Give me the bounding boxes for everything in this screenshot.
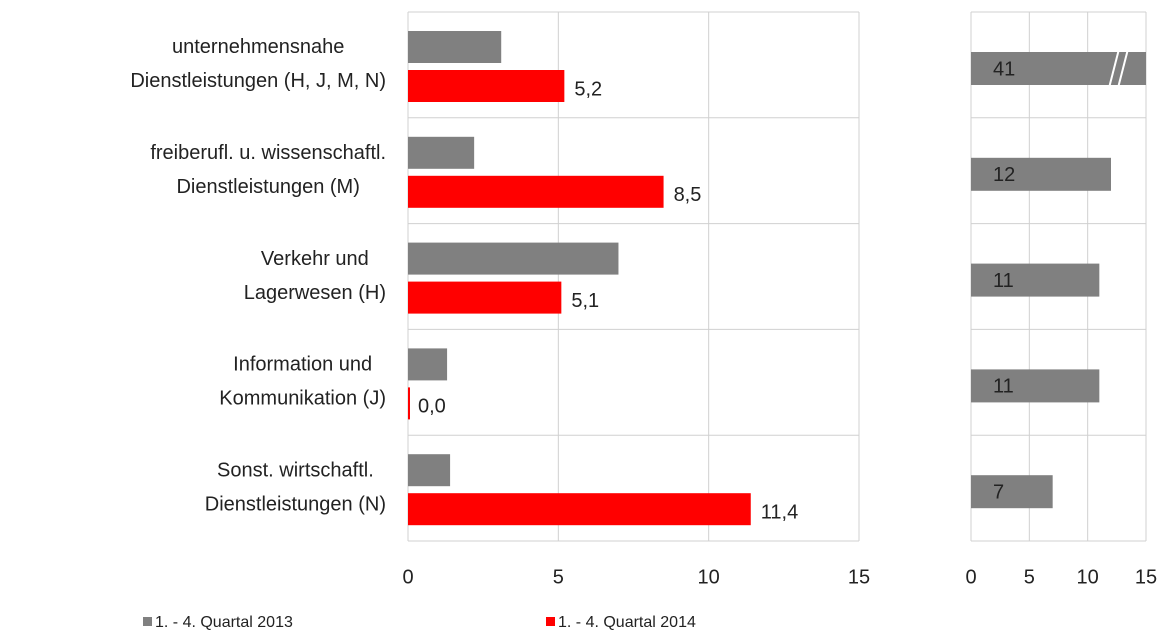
bar <box>408 136 475 169</box>
bar <box>408 70 565 102</box>
axis-break <box>1108 48 1120 89</box>
x-tick-label: 15 <box>848 566 870 588</box>
x-tick-label: 5 <box>553 566 564 588</box>
bar <box>971 475 1053 509</box>
legend-label: 1. - 4. Quartal 2014 <box>558 614 696 631</box>
data-label: 7 <box>993 481 1004 503</box>
bars <box>971 52 1146 509</box>
data-label: 12 <box>993 164 1015 186</box>
y-tick-label: Dienstleistungen (H, J, M, N) <box>130 70 386 92</box>
legend-swatch <box>143 617 152 626</box>
legend-swatch <box>546 617 555 626</box>
y-tick-label: Sonst. wirtschaftl. <box>217 459 374 481</box>
y-tick-label: unternehmensnahe <box>172 36 344 58</box>
data-label: 11 <box>993 376 1014 398</box>
x-tick-label: 10 <box>698 566 720 588</box>
bar <box>971 157 1111 191</box>
bar <box>408 31 502 63</box>
y-tick-label: Dienstleistungen (M) <box>176 176 359 198</box>
bar <box>408 387 410 420</box>
data-label: 5,2 <box>574 78 602 100</box>
bar <box>971 263 1100 297</box>
y-tick-label: Lagerwesen (H) <box>244 282 386 304</box>
bar <box>408 493 751 526</box>
axis-break <box>1117 48 1129 89</box>
bar <box>408 348 448 381</box>
y-tick-label: Kommunikation (J) <box>219 388 386 410</box>
bar <box>408 175 664 208</box>
y-tick-label: Dienstleistungen (N) <box>205 493 386 515</box>
x-tick-label: 0 <box>402 566 413 588</box>
x-tick-label: 0 <box>965 566 976 588</box>
data-label: 0,0 <box>418 396 446 418</box>
x-tick-label: 15 <box>1135 566 1157 588</box>
data-label: 11,4 <box>761 501 798 523</box>
data-label: 11 <box>993 270 1014 292</box>
data-label: 8,5 <box>674 184 702 206</box>
bar <box>408 242 619 275</box>
bar <box>971 369 1100 403</box>
data-label: 41 <box>993 58 1015 80</box>
data-label: 5,1 <box>571 290 599 312</box>
y-tick-label: Verkehr und <box>261 248 369 270</box>
y-tick-label: freiberufl. u. wissenschaftl. <box>150 142 386 164</box>
bar <box>408 281 562 314</box>
x-tick-label: 5 <box>1024 566 1035 588</box>
bar <box>408 454 451 487</box>
y-tick-label: Information und <box>233 354 372 376</box>
x-tick-label: 10 <box>1077 566 1099 588</box>
legend-label: 1. - 4. Quartal 2013 <box>155 614 293 631</box>
